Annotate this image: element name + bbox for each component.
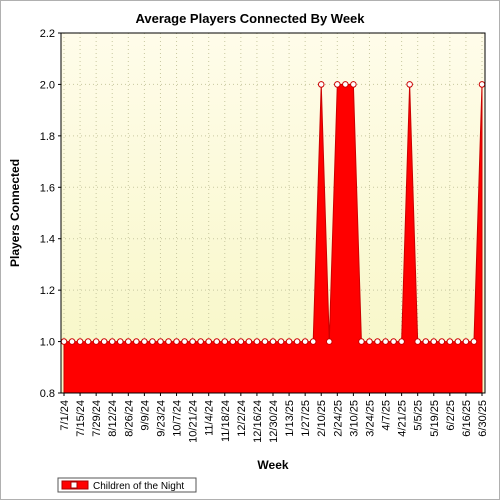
data-point — [382, 338, 389, 345]
data-point — [350, 81, 357, 88]
x-tick-label: 6/30/25 — [477, 400, 489, 437]
data-point — [100, 338, 108, 345]
data-point — [285, 338, 293, 345]
x-tick-label: 2/24/25 — [332, 400, 344, 437]
data-point — [325, 338, 333, 345]
y-tick-label: 1.2 — [40, 285, 55, 297]
data-point — [108, 338, 116, 345]
data-point — [366, 338, 373, 345]
data-point — [277, 338, 285, 345]
x-tick-label: 5/5/25 — [413, 400, 425, 431]
x-tick-label: 12/2/24 — [236, 400, 248, 437]
data-point — [141, 338, 148, 345]
data-point — [60, 338, 68, 345]
data-point — [454, 338, 462, 345]
y-tick-label: 2.2 — [40, 28, 55, 40]
y-axis-label: Players Connected — [8, 159, 22, 267]
y-tick-labels: 0.8 1.0 1.2 1.4 1.6 1.8 2.0 2.2 — [40, 28, 61, 400]
data-point — [390, 338, 397, 345]
data-point — [309, 338, 317, 345]
data-point — [398, 338, 405, 345]
data-point — [229, 338, 237, 345]
legend-marker-icon — [70, 481, 78, 489]
x-tick-label: 10/21/24 — [188, 400, 200, 443]
legend-label: Children of the Night — [93, 481, 184, 492]
x-tick-label: 12/16/24 — [252, 400, 264, 443]
data-point — [76, 338, 84, 345]
data-point — [165, 338, 172, 345]
data-point — [213, 338, 221, 345]
legend: Children of the Night — [57, 477, 197, 493]
data-point — [92, 338, 100, 345]
x-tick-labels: 7/1/24 7/15/24 7/29/24 8/12/24 8/26/24 9/9/24… — [59, 393, 489, 443]
data-point — [245, 338, 253, 345]
legend-box — [57, 477, 197, 493]
data-point — [189, 338, 196, 345]
data-point — [342, 81, 349, 88]
data-point — [157, 338, 164, 345]
x-tick-label: 7/1/24 — [59, 400, 71, 431]
data-point — [149, 338, 156, 345]
x-tick-label: 8/12/24 — [107, 400, 119, 437]
series-layer — [60, 81, 486, 394]
x-tick-label: 6/16/25 — [461, 400, 473, 437]
x-tick-label: 9/9/24 — [139, 400, 151, 431]
data-point — [462, 338, 470, 345]
data-point — [173, 338, 180, 345]
data-point — [261, 338, 269, 345]
data-point — [414, 338, 421, 345]
data-point — [406, 81, 413, 88]
data-point — [438, 338, 446, 345]
data-point — [237, 338, 245, 345]
y-tick-label: 1.6 — [40, 182, 55, 194]
data-point — [84, 338, 92, 345]
data-point — [221, 338, 229, 345]
x-tick-label: 3/24/25 — [364, 400, 376, 437]
y-tick-label: 1.4 — [40, 234, 55, 246]
data-point — [253, 338, 261, 345]
data-point — [116, 338, 124, 345]
data-point — [446, 338, 454, 345]
data-point — [125, 338, 132, 345]
x-tick-label: 9/23/24 — [155, 400, 167, 437]
data-point — [205, 338, 212, 345]
data-point — [422, 338, 430, 345]
data-point — [478, 81, 486, 88]
data-point — [269, 338, 277, 345]
x-tick-label: 11/4/24 — [204, 400, 216, 436]
x-tick-label: 2/10/25 — [316, 400, 328, 437]
chart-title: Average Players Connected By Week — [135, 11, 365, 26]
x-axis-label: Week — [257, 458, 288, 472]
x-tick-label: 5/19/25 — [429, 400, 441, 437]
x-tick-label: 4/7/25 — [381, 400, 393, 431]
data-point — [181, 338, 188, 345]
x-tick-label: 11/18/24 — [220, 400, 232, 442]
x-tick-label: 7/15/24 — [75, 400, 87, 437]
data-point — [133, 338, 140, 345]
y-tick-label: 1.8 — [40, 131, 55, 143]
data-point — [68, 338, 76, 345]
x-tick-label: 1/27/25 — [300, 400, 312, 437]
x-tick-label: 6/2/25 — [445, 400, 457, 431]
y-tick-label: 1.0 — [40, 337, 55, 349]
x-tick-label: 10/7/24 — [172, 400, 184, 437]
x-tick-label: 7/29/24 — [91, 400, 103, 437]
data-point — [470, 338, 478, 345]
data-point — [197, 338, 204, 345]
data-point — [430, 338, 438, 345]
x-tick-label: 8/26/24 — [123, 400, 135, 437]
data-point — [358, 338, 365, 345]
data-point — [374, 338, 381, 345]
x-tick-label: 4/21/25 — [397, 400, 409, 437]
y-tick-label: 2.0 — [40, 79, 55, 91]
x-tick-label: 3/10/25 — [348, 400, 360, 437]
data-point — [293, 338, 301, 345]
data-point — [301, 338, 309, 345]
x-tick-label: 1/13/25 — [284, 400, 296, 437]
data-point — [317, 81, 325, 88]
data-point — [334, 81, 341, 88]
x-tick-label: 12/30/24 — [268, 400, 280, 443]
y-tick-label: 0.8 — [40, 388, 55, 400]
